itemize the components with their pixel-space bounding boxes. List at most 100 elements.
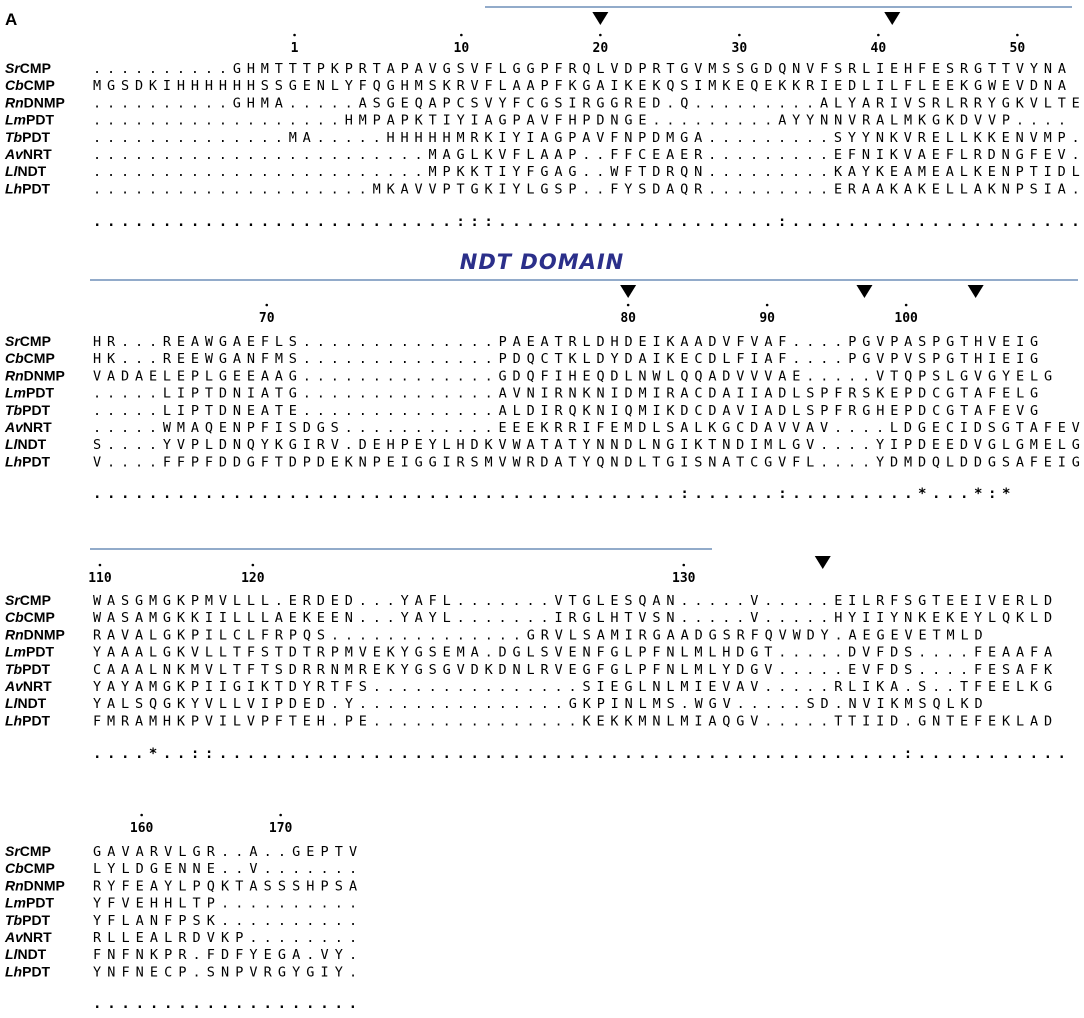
sequence-row: YAAALGKVLLTFSTDTRPMVEKYGSEMA.DGLSVENFGLP… bbox=[93, 645, 1052, 661]
ruler-dot bbox=[877, 33, 880, 37]
ruler-dot bbox=[682, 563, 686, 567]
ruler-dot bbox=[460, 33, 463, 37]
ruler-label: 80 bbox=[620, 311, 636, 326]
species-name: TbPDT bbox=[5, 661, 51, 677]
species-name: SrCMP bbox=[5, 60, 51, 76]
sequence-row: YNFNECP.SNPVRGYGIY. bbox=[93, 964, 357, 980]
species-name: AvNRT bbox=[4, 419, 52, 435]
species-name: AvNRT bbox=[4, 929, 52, 945]
sequence-row: MGSDKIHHHHHHSSGENLYFQGHMSKRVFLAAPFKGAIKE… bbox=[93, 78, 1066, 94]
sequence-row: V....FFPFDDGFTDPDEKNPEIGGIRSMVWRDATYQNDL… bbox=[93, 454, 1080, 470]
ruler-dot bbox=[765, 303, 769, 307]
ruler-label: 120 bbox=[241, 571, 265, 586]
sequence-row: S....YVPLDNQYKGIRV.DEHPEYLHDKVWATATYNNDL… bbox=[93, 437, 1080, 453]
species-name: TbPDT bbox=[5, 129, 51, 145]
species-name: TbPDT bbox=[5, 402, 51, 418]
species-name: SrCMP bbox=[5, 843, 51, 859]
triangle-marker bbox=[856, 285, 873, 298]
sequence-row: ..........GHMA.....ASGEQAPCSVYFCGSIRGGRE… bbox=[93, 95, 1084, 111]
species-name: LhPDT bbox=[5, 712, 51, 728]
species-name: CbCMP bbox=[5, 609, 55, 625]
ruler-label: 160 bbox=[130, 821, 154, 836]
sequence-row: CAAALNKMVLTFTSDRRNMREKYGSGVDKDNLRVEGFGLP… bbox=[93, 662, 1053, 678]
species-name: RnDNMP bbox=[5, 94, 65, 110]
species-name: CbCMP bbox=[5, 350, 55, 366]
sequence-row: YFVEHHLTP.......... bbox=[93, 896, 357, 912]
ruler-label: 1 bbox=[291, 41, 299, 56]
sequence-row: WASGMGKPMVLLL.ERDED...YAFL.......VTGLESQ… bbox=[93, 593, 1052, 609]
sequence-row: LYLDGENNE..V....... bbox=[93, 861, 357, 877]
triangle-marker bbox=[884, 12, 901, 25]
species-name: LmPDT bbox=[5, 644, 54, 660]
species-name: LmPDT bbox=[5, 385, 54, 401]
ruler-label: 110 bbox=[88, 571, 112, 586]
ruler-dot bbox=[279, 813, 282, 817]
sequence-row: HK...REEWGANFMS..............PDQCTKLDYDA… bbox=[93, 351, 1038, 367]
sequence-row: YALSQGKYVLLVIPDED.Y...............GKPINL… bbox=[93, 696, 983, 712]
ruler-label: 20 bbox=[593, 41, 609, 56]
triangle-marker bbox=[814, 556, 831, 569]
sequence-row: WASAMGKKIILLLAEKEEN...YAYL.......IRGLHTV… bbox=[93, 610, 1052, 626]
species-name: LhPDT bbox=[5, 180, 51, 196]
ruler-label: 10 bbox=[454, 41, 470, 56]
ruler-dot bbox=[251, 563, 255, 567]
species-name: AvNRT bbox=[4, 678, 52, 694]
triangle-marker bbox=[620, 285, 637, 298]
ruler-dot bbox=[626, 303, 630, 307]
species-name: SrCMP bbox=[5, 592, 51, 608]
ruler-label: 90 bbox=[759, 311, 775, 326]
sequence-row: .....LIPTDNIATG..............AVNIRNKNIDM… bbox=[93, 386, 1038, 402]
sequence-row: ........................MAGLKVFLAAP..FFC… bbox=[93, 147, 1084, 163]
species-name: LmPDT bbox=[5, 895, 54, 911]
triangle-marker bbox=[592, 12, 609, 25]
species-name: LhPDT bbox=[5, 453, 51, 469]
species-name: LlNDT bbox=[5, 695, 47, 711]
ruler-dot bbox=[265, 303, 269, 307]
triangle-marker bbox=[967, 285, 984, 298]
species-name: LlNDT bbox=[5, 436, 47, 452]
conservation-row: ....*..::...............................… bbox=[93, 746, 1066, 762]
species-name: LhPDT bbox=[5, 963, 51, 979]
species-name: RnDNMP bbox=[5, 626, 65, 642]
species-name: SrCMP bbox=[5, 333, 51, 349]
ruler-dot bbox=[599, 33, 602, 37]
sequence-row: .....WMAQENPFISDGS...........EEEKRRIFEMD… bbox=[93, 420, 1084, 436]
species-name: LlNDT bbox=[5, 163, 47, 179]
ruler-label: 170 bbox=[269, 821, 293, 836]
species-name: LlNDT bbox=[5, 946, 47, 962]
domain-title: NDT DOMAIN bbox=[459, 250, 625, 274]
conservation-row: ................... bbox=[93, 996, 357, 1012]
sequence-row: GAVARVLGR..A..GEPTV bbox=[93, 844, 357, 860]
ruler-label: 40 bbox=[871, 41, 887, 56]
panel-label: A bbox=[5, 10, 18, 29]
sequence-row: ..........GHMTTTPKPRTAPAVGSVFLGGPFRQLVDP… bbox=[93, 61, 1066, 77]
ruler-dot bbox=[293, 33, 296, 37]
ruler-label: 130 bbox=[672, 571, 696, 586]
sequence-row: VADAELEPLGEEAAG..............GDQFIHEQDLN… bbox=[93, 368, 1052, 384]
species-name: RnDNMP bbox=[5, 877, 65, 893]
conservation-row: ..........................:::...........… bbox=[93, 214, 1084, 230]
ruler-dot bbox=[140, 813, 143, 817]
ruler-label: 50 bbox=[1010, 41, 1026, 56]
conservation-row: ........................................… bbox=[93, 486, 1010, 502]
ruler-dot bbox=[1016, 33, 1019, 37]
sequence-row: ..............MA.....HHHHHMRKIYIAGPAVFNP… bbox=[93, 130, 1084, 146]
species-name: AvNRT bbox=[4, 146, 52, 162]
ruler-dot bbox=[904, 303, 908, 307]
ruler-dot bbox=[98, 563, 102, 567]
sequence-row: RLLEALRDVKP........ bbox=[93, 930, 357, 946]
species-name: LmPDT bbox=[5, 112, 54, 128]
sequence-row: RAVALGKPILCLFRPQS..............GRVLSAMIR… bbox=[93, 627, 983, 643]
ruler-label: 70 bbox=[259, 311, 275, 326]
species-name: RnDNMP bbox=[5, 367, 65, 383]
sequence-row: FMRAMHKPVILVPFTEH.PE...............KEKKM… bbox=[93, 713, 1052, 729]
sequence-row: YAYAMGKPIIGIKTDYRTFS...............SIEGL… bbox=[93, 679, 1052, 695]
sequence-row: ..................HMPAPKTIYIAGPAVFHPDNGE… bbox=[93, 113, 1066, 129]
ruler-dot bbox=[738, 33, 741, 37]
sequence-row: ....................MKAVVPTGKIYLGSP..FYS… bbox=[93, 181, 1084, 197]
ruler-label: 100 bbox=[894, 311, 918, 326]
sequence-row: FNFNKPR.FDFYEGA.VY. bbox=[93, 947, 357, 963]
species-name: CbCMP bbox=[5, 77, 55, 93]
sequence-row: HR...REAWGAEFLS..............PAEATRLDHDE… bbox=[93, 334, 1038, 350]
